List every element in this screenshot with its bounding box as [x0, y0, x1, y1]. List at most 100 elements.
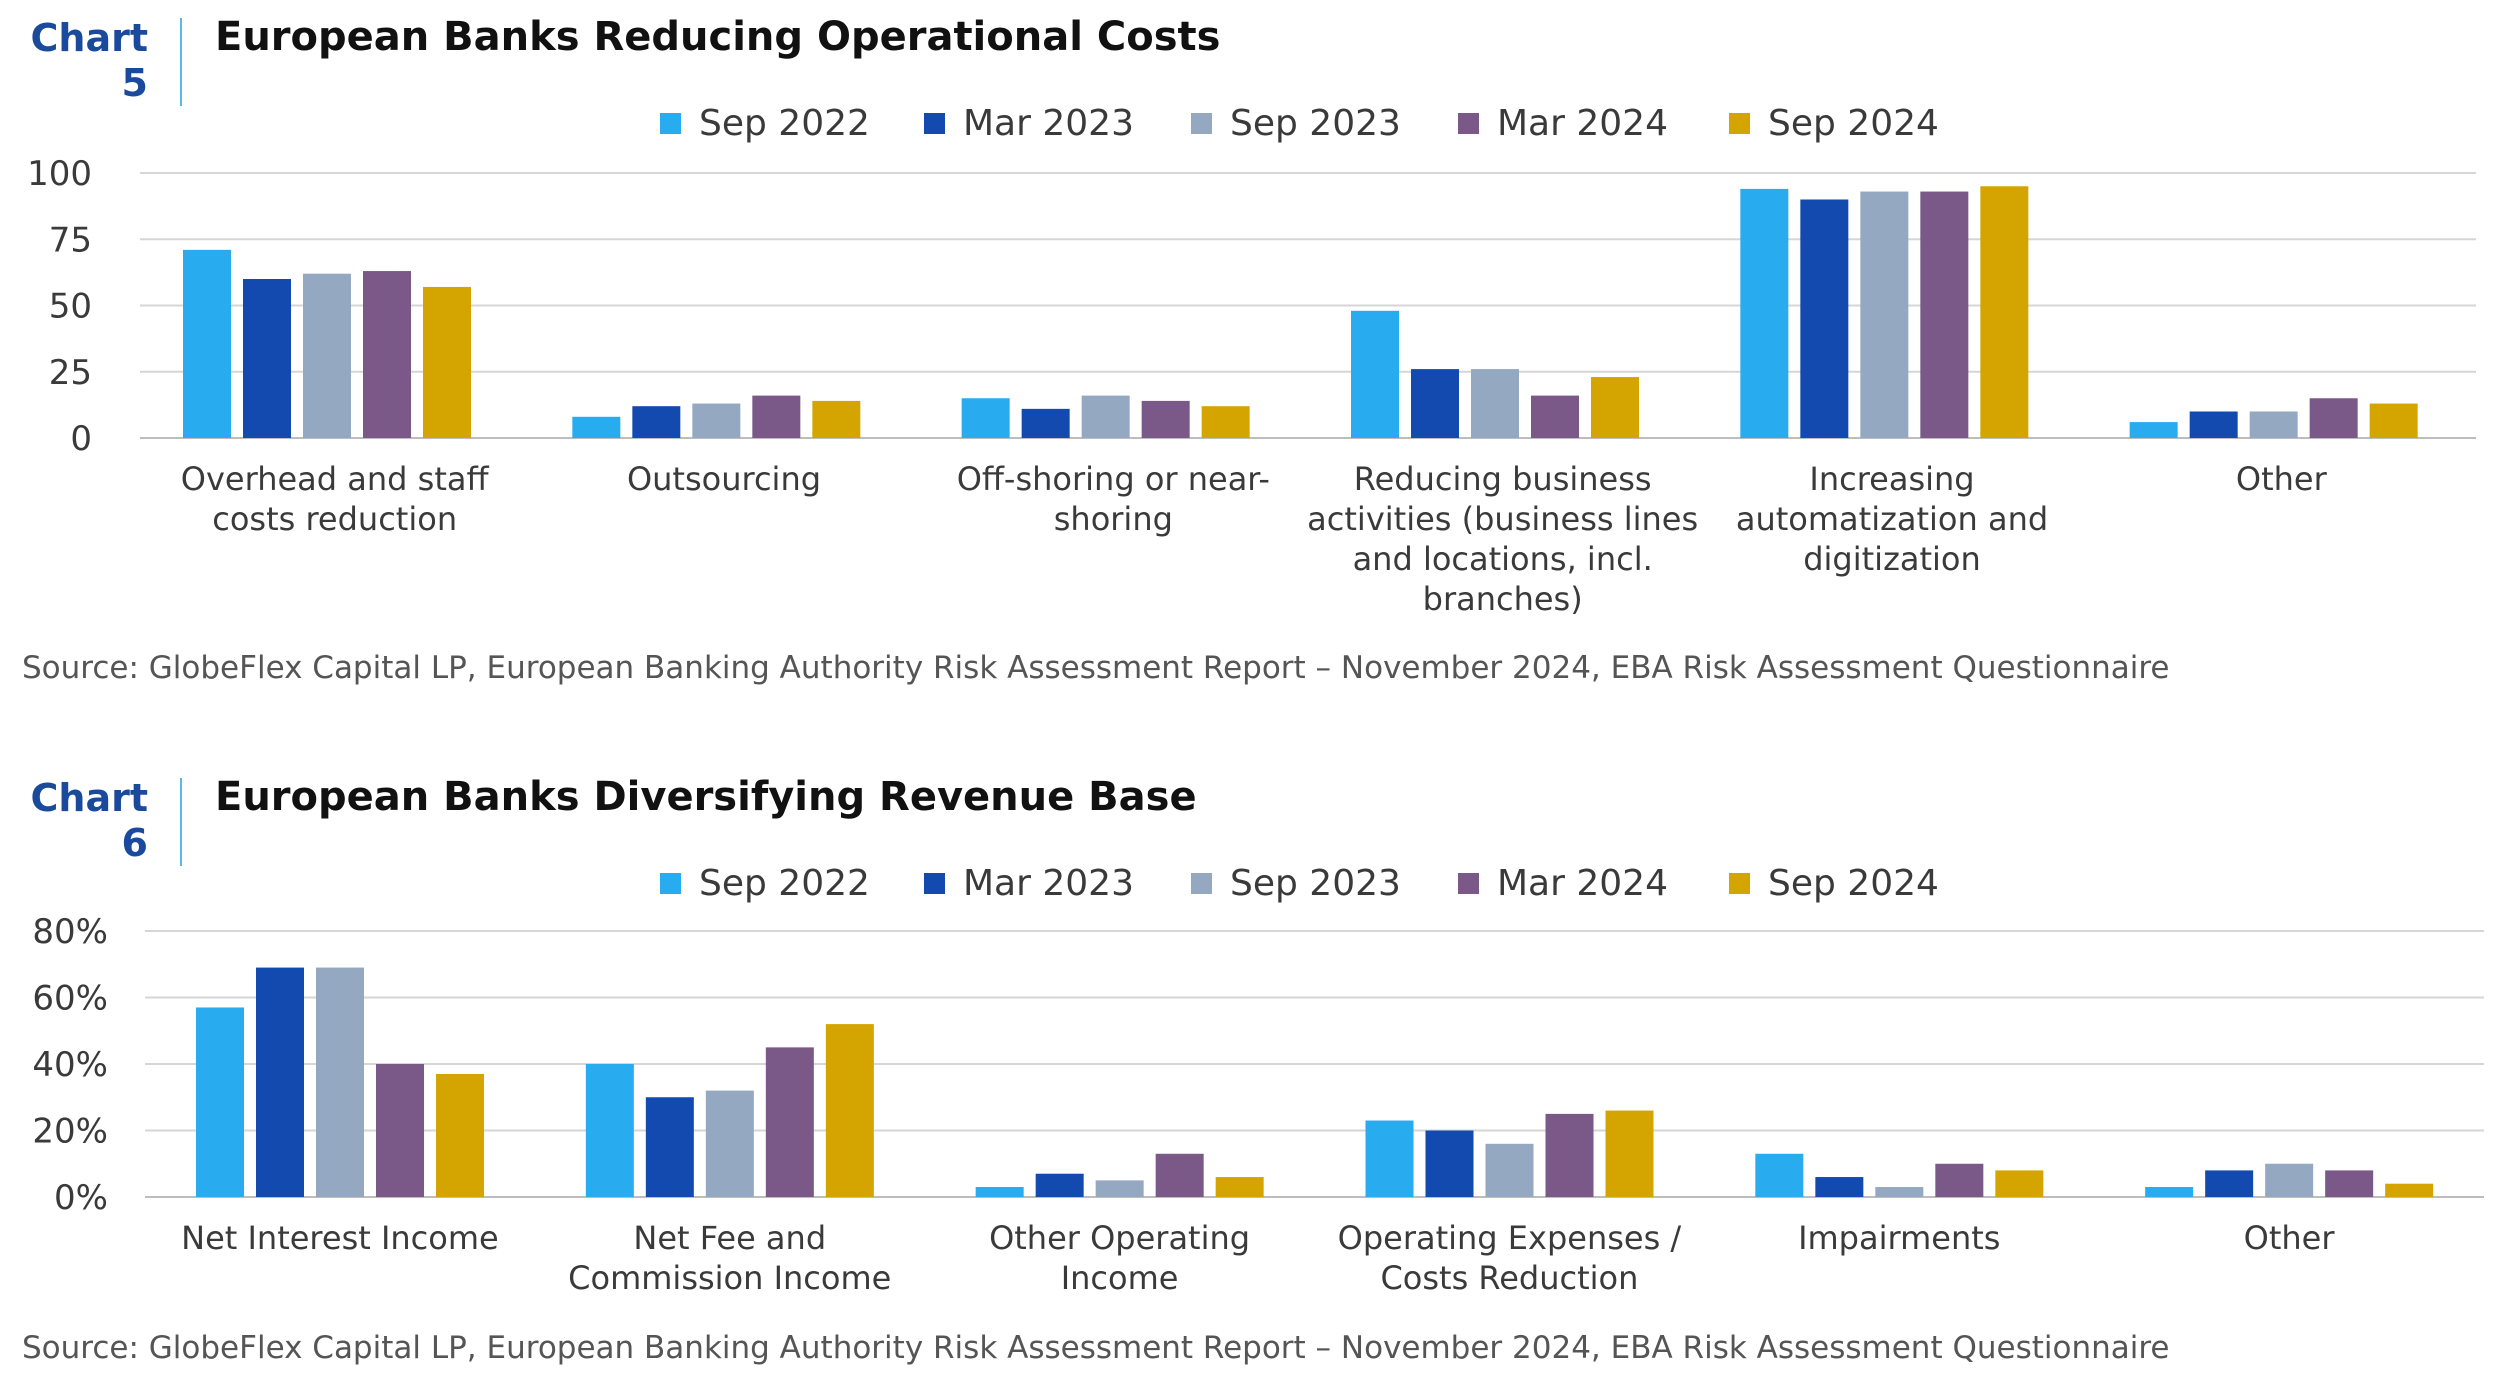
bar — [1155, 1153, 1204, 1197]
bar — [2129, 422, 2178, 438]
bar — [2249, 411, 2298, 438]
y-tick-label: 75 — [49, 220, 92, 260]
bar — [303, 273, 351, 438]
legend-swatch — [1458, 872, 1479, 894]
x-category-label: Outsourcing — [627, 460, 821, 498]
bar — [1755, 1153, 1804, 1197]
chart-6: Chart 6 European Banks Diversifying Reve… — [0, 760, 2498, 1383]
bar — [1995, 1170, 2044, 1197]
x-category-label: Commission Income — [568, 1259, 891, 1297]
x-category-label: Operating Expenses / — [1338, 1219, 1682, 1257]
x-category-label: Increasing — [1809, 460, 1974, 498]
chart-title: European Banks Reducing Operational Cost… — [215, 14, 1221, 60]
x-category-label: digitization — [1803, 540, 1981, 578]
bar — [436, 1073, 484, 1197]
legend-item: Mar 2023 — [924, 860, 1134, 906]
chart-title: European Banks Diversifying Revenue Base — [215, 774, 1197, 820]
bar — [1021, 408, 1070, 438]
bar — [1141, 400, 1190, 438]
bar — [1605, 1110, 1654, 1197]
bar — [572, 416, 621, 438]
bar — [1800, 199, 1849, 438]
x-category-label: Other — [2244, 1219, 2336, 1257]
title-divider — [180, 778, 182, 866]
bar — [363, 271, 411, 438]
legend-item: Sep 2022 — [660, 100, 870, 146]
bar — [1095, 1180, 1144, 1197]
legend-label: Sep 2024 — [1768, 102, 1939, 144]
bar — [1411, 369, 1459, 438]
x-category-label: Net Fee and — [633, 1219, 826, 1257]
bar — [632, 406, 681, 438]
bar — [692, 403, 741, 438]
chart-label-number: 6 — [121, 821, 148, 865]
bar — [961, 398, 1010, 438]
legend: Sep 2022 Mar 2023 Sep 2023 Mar 2024 Sep 2024 — [0, 92, 2498, 152]
legend-item: Mar 2024 — [1458, 100, 1668, 146]
bar — [585, 1064, 634, 1197]
bar — [1531, 395, 1579, 438]
y-tick-label: 25 — [49, 353, 92, 393]
legend-label: Sep 2022 — [699, 102, 870, 144]
legend-label: Sep 2024 — [1768, 862, 1939, 904]
y-tick-label: 0% — [54, 1178, 108, 1218]
bar — [1035, 1173, 1084, 1197]
bar — [1920, 191, 1969, 438]
bar — [705, 1090, 754, 1197]
x-category-label: and locations, incl. — [1353, 540, 1653, 578]
bar — [1980, 186, 2029, 438]
bar — [183, 249, 231, 438]
chart-5: Chart 5 European Banks Reducing Operatio… — [0, 14, 2498, 686]
bar — [2145, 1187, 2194, 1197]
legend-swatch — [1729, 112, 1750, 134]
legend-item: Sep 2024 — [1729, 100, 1939, 146]
bar — [2265, 1163, 2314, 1197]
bar — [1740, 188, 1789, 438]
legend-label: Mar 2024 — [1497, 102, 1668, 144]
bar — [316, 967, 364, 1197]
y-tick-label: 0 — [70, 419, 92, 459]
legend-label: Sep 2022 — [699, 862, 870, 904]
legend-swatch — [1729, 872, 1750, 894]
x-category-label: shoring — [1054, 500, 1173, 538]
x-category-label: Impairments — [1798, 1219, 2000, 1257]
chart-label-number: 5 — [121, 61, 148, 105]
bar — [1485, 1143, 1534, 1197]
bar — [2189, 411, 2238, 438]
bar — [645, 1097, 694, 1197]
x-category-label: Costs Reduction — [1380, 1259, 1638, 1297]
legend-item: Sep 2023 — [1191, 100, 1401, 146]
source-note: Source: GlobeFlex Capital LP, European B… — [22, 650, 2170, 686]
legend-item: Mar 2024 — [1458, 860, 1668, 906]
legend-swatch — [1191, 872, 1212, 894]
x-category-label: activities (business lines — [1307, 500, 1698, 538]
legend-label: Sep 2023 — [1230, 862, 1401, 904]
bar — [196, 1007, 244, 1197]
source-note: Source: GlobeFlex Capital LP, European B… — [22, 1330, 2170, 1366]
x-category-label: Overhead and staff — [181, 460, 490, 498]
bar — [1365, 1120, 1414, 1197]
legend-label: Mar 2023 — [963, 102, 1134, 144]
bar — [765, 1047, 814, 1197]
legend-swatch — [660, 112, 681, 134]
x-category-label: Net Interest Income — [181, 1219, 499, 1257]
legend-label: Mar 2023 — [963, 862, 1134, 904]
bar — [1935, 1163, 1984, 1197]
bar — [1351, 310, 1399, 438]
bar — [975, 1187, 1024, 1197]
bar — [1875, 1187, 1924, 1197]
chart-label: Chart 6 — [24, 776, 149, 866]
legend-swatch — [1458, 112, 1479, 134]
legend-item: Sep 2022 — [660, 860, 870, 906]
bar — [1215, 1177, 1264, 1197]
chart-label-word: Chart — [30, 16, 149, 60]
legend-label: Mar 2024 — [1497, 862, 1668, 904]
legend-item: Mar 2023 — [924, 100, 1134, 146]
bar — [1545, 1113, 1594, 1197]
bar — [2369, 403, 2418, 438]
bar — [1425, 1130, 1474, 1197]
bar — [423, 286, 471, 438]
y-tick-label: 60% — [32, 979, 108, 1019]
x-category-label: automatization and — [1736, 500, 2048, 538]
